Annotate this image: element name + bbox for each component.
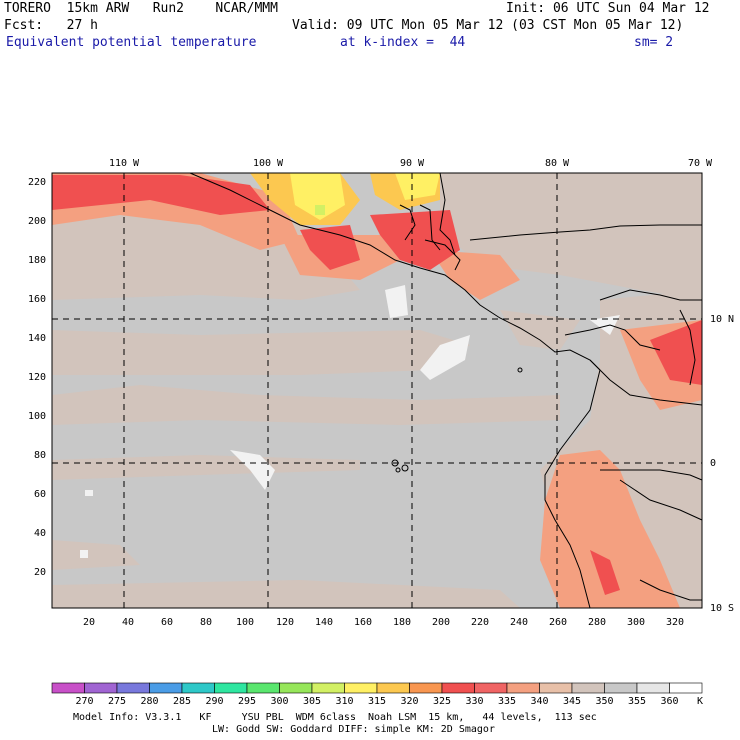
lon-label-110w: 110 W bbox=[109, 158, 140, 169]
x-tick: 260 bbox=[549, 617, 567, 628]
colorbar-label: 320 bbox=[400, 696, 418, 707]
colorbar-swatch bbox=[181, 682, 215, 694]
model-info-line2: LW: Godd SW: Goddard DIFF: simple KM: 2D… bbox=[212, 724, 495, 735]
y-tick: 180 bbox=[28, 255, 46, 266]
model-title: TORERO 15km ARW Run2 NCAR/MMM bbox=[4, 1, 278, 16]
colorbar-swatch bbox=[311, 682, 345, 694]
colorbar-swatch bbox=[246, 682, 280, 694]
x-tick: 100 bbox=[236, 617, 254, 628]
smoothing-label: sm= 2 bbox=[634, 35, 674, 50]
lat-label-10s: 10 S bbox=[710, 603, 734, 614]
lon-label-70w: 70 W bbox=[688, 158, 713, 169]
colorbar-swatch bbox=[539, 682, 573, 694]
x-tick: 80 bbox=[200, 617, 212, 628]
colorbar-label: 345 bbox=[563, 696, 581, 707]
forecast-hour: Fcst: 27 h bbox=[4, 18, 98, 33]
graticule bbox=[52, 173, 702, 608]
y-axis-ticks: 220 200 180 160 140 120 100 80 60 40 20 bbox=[28, 177, 46, 578]
y-tick: 100 bbox=[28, 411, 46, 422]
colorbar-swatch bbox=[409, 682, 443, 694]
x-tick: 180 bbox=[393, 617, 411, 628]
x-tick: 300 bbox=[627, 617, 645, 628]
colorbar-label: 350 bbox=[595, 696, 613, 707]
y-tick: 160 bbox=[28, 294, 46, 305]
colorbar-label: 330 bbox=[465, 696, 483, 707]
x-tick: 220 bbox=[471, 617, 489, 628]
field-name: Equivalent potential temperature bbox=[6, 35, 257, 50]
colorbar-label: 280 bbox=[140, 696, 158, 707]
lon-label-80w: 80 W bbox=[545, 158, 570, 169]
y-tick: 80 bbox=[34, 450, 46, 461]
x-tick: 320 bbox=[666, 617, 684, 628]
colorbar-swatch bbox=[344, 682, 378, 694]
y-tick: 220 bbox=[28, 177, 46, 188]
colorbar-label: 275 bbox=[108, 696, 126, 707]
plot-frame bbox=[51, 172, 703, 609]
field-315-areas bbox=[290, 173, 440, 220]
x-tick: 20 bbox=[83, 617, 95, 628]
colorbar-swatch bbox=[441, 682, 475, 694]
x-tick: 160 bbox=[354, 617, 372, 628]
colorbar-swatch bbox=[116, 682, 150, 694]
colorbar-label: 315 bbox=[368, 696, 386, 707]
colorbar-swatch bbox=[571, 682, 605, 694]
colorbar-label: 325 bbox=[433, 696, 451, 707]
colorbar-labels: 270 275 280 285 290 295 300 305 310 315 320 325 330 3… bbox=[75, 696, 678, 707]
colorbar-swatch bbox=[669, 682, 703, 694]
colorbar-label: 360 bbox=[660, 696, 678, 707]
y-tick: 40 bbox=[34, 528, 46, 539]
x-tick: 140 bbox=[315, 617, 333, 628]
top-lon-labels: 110 W 100 W 90 W 80 W 70 W bbox=[109, 158, 713, 169]
colorbar-label: 355 bbox=[628, 696, 646, 707]
y-tick: 20 bbox=[34, 567, 46, 578]
x-tick: 240 bbox=[510, 617, 528, 628]
y-tick: 200 bbox=[28, 216, 46, 227]
model-info-line1: Model Info: V3.3.1 KF YSU PBL WDM 6class… bbox=[73, 712, 597, 723]
x-tick: 200 bbox=[432, 617, 450, 628]
colorbar-swatch bbox=[279, 682, 313, 694]
y-tick: 60 bbox=[34, 489, 46, 500]
colorbar-swatch bbox=[604, 682, 638, 694]
colorbar-swatch bbox=[506, 682, 540, 694]
lon-label-100w: 100 W bbox=[253, 158, 284, 169]
x-tick: 280 bbox=[588, 617, 606, 628]
colorbar-swatch bbox=[474, 682, 508, 694]
colorbar-unit: K bbox=[697, 696, 703, 707]
colorbar-label: 300 bbox=[270, 696, 288, 707]
colorbar-label: 305 bbox=[303, 696, 321, 707]
lat-label-10n: 10 N bbox=[710, 314, 734, 325]
right-lat-labels: 10 N 0 10 S bbox=[710, 314, 734, 614]
lon-label-90w: 90 W bbox=[400, 158, 425, 169]
x-tick: 40 bbox=[122, 617, 134, 628]
valid-time: Valid: 09 UTC Mon 05 Mar 12 (03 CST Mon … bbox=[292, 18, 684, 33]
colorbar-label: 295 bbox=[238, 696, 256, 707]
colorbar-swatch bbox=[84, 682, 118, 694]
colorbar-label: 310 bbox=[335, 696, 353, 707]
field-310-spot bbox=[315, 205, 325, 215]
colorbar bbox=[51, 682, 703, 694]
x-tick: 60 bbox=[161, 617, 173, 628]
colorbar-swatch bbox=[149, 682, 183, 694]
lat-label-0: 0 bbox=[710, 458, 716, 469]
colorbar-label: 285 bbox=[173, 696, 191, 707]
colorbar-label: 270 bbox=[75, 696, 93, 707]
colorbar-swatch bbox=[51, 682, 85, 694]
x-tick: 120 bbox=[276, 617, 294, 628]
y-tick: 120 bbox=[28, 372, 46, 383]
colorbar-swatch bbox=[376, 682, 410, 694]
coastlines bbox=[189, 172, 703, 609]
colorbar-swatch bbox=[636, 682, 670, 694]
colorbar-label: 335 bbox=[498, 696, 516, 707]
colorbar-swatch bbox=[214, 682, 248, 694]
init-time: Init: 06 UTC Sun 04 Mar 12 bbox=[506, 1, 710, 16]
colorbar-label: 290 bbox=[205, 696, 223, 707]
colorbar-label: 340 bbox=[530, 696, 548, 707]
y-tick: 140 bbox=[28, 333, 46, 344]
x-axis-ticks: 20 40 60 80 100 120 140 160 180 200 220 … bbox=[83, 617, 684, 628]
field-355-patches bbox=[80, 285, 620, 558]
level-label: at k-index = 44 bbox=[340, 35, 466, 50]
